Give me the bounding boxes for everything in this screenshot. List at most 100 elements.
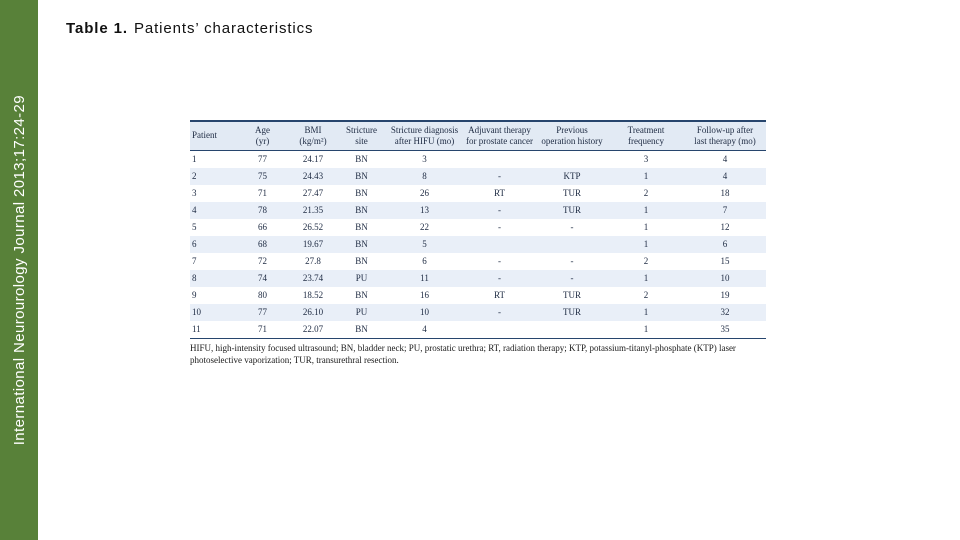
table-cell: - [570,256,574,267]
table-cell: 24.43 [302,171,324,182]
table-number-label: Table 1. [66,20,128,37]
table-cell: 22.07 [289,320,337,339]
table-cell: 68 [258,239,267,250]
column-header: Patient [190,121,236,151]
table-cell: 2 [643,256,649,267]
table-cell [536,150,608,168]
table-cell: 22 [420,222,429,233]
table-cell: KTP [563,171,581,182]
table-cell: 4 [722,171,728,182]
column-header: Stricture site [337,121,386,151]
table-cell: BN [355,222,368,233]
table-cell: PU [355,273,368,284]
table-cell: BN [355,256,368,267]
table-cell: 80 [258,290,267,301]
column-header: Previous operation history [536,121,608,151]
table-row: 8 74 23.74 PU 11 - - 1 10 [190,269,766,287]
table-cell: 10 [420,307,429,318]
table-cell: BN [355,239,368,250]
patients-table: Patient Age (yr) BMI (kg/m²) Stricture site… [190,120,766,339]
column-header: Adjuvant therapy for prostate cancer [463,121,536,151]
table-cell: PU [355,307,368,318]
table-cell: RT [494,188,505,199]
table-cell: 2 [643,290,649,301]
table-cell: 75 [258,171,267,182]
table-footnote: HIFU, high-intensity focused ultrasound;… [190,342,736,365]
table-cell: - [498,256,501,267]
table-row: 11 71 22.07 BN 4 1 35 [190,320,766,339]
column-header: Age (yr) [236,121,289,151]
table-cell: 3 [192,188,197,199]
table-cell: 26.52 [302,222,324,233]
table-cell: BN [355,154,368,165]
table-cell: 7 [192,256,197,267]
table-row: 3 71 27.47 BN 26 RT TUR 2 18 [190,185,766,202]
table-cell: 18 [720,188,730,199]
column-header: Stricture diagnosis after HIFU (mo) [386,121,463,151]
table-cell: 13 [420,205,429,216]
table-cell: 74 [258,273,267,284]
table-cell: 1 [192,154,197,165]
table-cell: 5 [192,222,197,233]
table-cell: TUR [563,188,581,199]
table-cell: - [498,222,501,233]
table-cell: 15 [720,256,730,267]
table-cell: 1 [643,171,649,182]
table-cell: BN [337,320,386,339]
table-row: 2 75 24.43 BN 8 - KTP 1 4 [190,167,766,185]
table-cell: 24.17 [302,154,324,165]
journal-sidebar: International Neurourology Journal 2013;… [0,0,38,540]
table-cell: - [570,273,574,284]
table-cell [463,236,536,253]
table-row: 4 78 21.35 BN 13 - TUR 1 7 [190,201,766,219]
table-cell: 19.67 [302,239,324,250]
table-cell: 1 [608,320,684,339]
table-cell: 1 [643,307,649,318]
table-cell: 6 [192,239,197,250]
table-cell: RT [494,290,505,301]
table-row: 1 77 24.17 BN 3 3 4 [190,150,766,168]
table-cell: 77 [258,307,267,318]
table-cell: 6 [722,239,728,250]
table-cell: 10 [192,307,201,318]
table-row: 5 66 26.52 BN 22 - - 1 12 [190,219,766,236]
table-cell: 18.52 [302,290,324,301]
table-header-row: Patient Age (yr) BMI (kg/m²) Stricture site… [190,121,766,151]
table-cell: 72 [258,256,267,267]
table-cell: 78 [258,205,267,216]
table-cell: 4 [386,320,463,339]
table-cell: 32 [720,307,730,318]
table-cell: - [498,171,501,182]
table-cell: BN [355,171,368,182]
table-cell: 1 [643,222,649,233]
journal-citation: International Neurourology Journal 2013;… [10,94,28,446]
column-header: Treatment frequency [608,121,684,151]
table-cell: - [498,273,501,284]
table-cell: 4 [192,205,197,216]
table-cell: 1 [643,273,649,284]
table-row: 9 80 18.52 BN 16 RT TUR 2 19 [190,287,766,304]
table-cell: 77 [258,154,267,165]
table-row: 6 68 19.67 BN 5 1 6 [190,235,766,253]
table-cell: 66 [258,222,267,233]
table-cell: 26 [420,188,429,199]
table-row: 7 72 27.8 BN 6 - - 2 15 [190,253,766,270]
patients-table-figure: Patient Age (yr) BMI (kg/m²) Stricture site… [190,120,766,366]
table-cell: 9 [192,290,197,301]
table-cell: 21.35 [302,205,324,216]
table-cell: - [570,222,574,233]
table-cell [463,150,536,168]
table-body: 1 77 24.17 BN 3 3 4 2 75 24.43 BN 8- KTP 1 4 3 71 27.47 BN… [190,150,766,339]
table-cell: TUR [563,307,581,318]
table-cell: 4 [722,154,728,165]
table-cell: 8 [192,273,197,284]
table-cell: 11 [190,320,236,339]
table-cell: 12 [720,222,730,233]
table-cell: 27.47 [302,188,324,199]
table-cell: BN [355,188,368,199]
table-cell: 7 [722,205,728,216]
table-row: 10 77 26.10 PU 10 - TUR 1 32 [190,303,766,321]
table-cell: 19 [720,290,730,301]
table-header: Patient Age (yr) BMI (kg/m²) Stricture site… [190,121,766,151]
table-cell: 16 [420,290,429,301]
